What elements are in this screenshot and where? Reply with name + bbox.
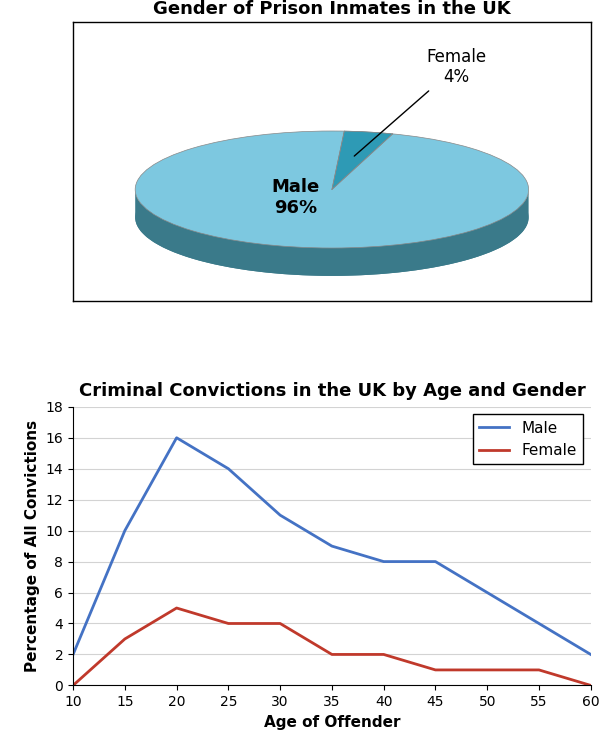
Female (587, 681, 594, 690)
Male (69, 650, 77, 659)
Female (225, 619, 232, 628)
Ellipse shape (135, 159, 529, 276)
Line: Male: Male (73, 438, 591, 654)
Male (432, 557, 439, 566)
Y-axis label: Percentage of All Convictions: Percentage of All Convictions (25, 420, 40, 672)
Text: Male
96%: Male 96% (272, 179, 320, 218)
Polygon shape (332, 131, 393, 189)
Legend: Male, Female: Male, Female (473, 414, 583, 464)
Male (587, 650, 594, 659)
Female (69, 681, 77, 690)
Female (535, 665, 543, 674)
Male (380, 557, 387, 566)
Female (432, 665, 439, 674)
Female (173, 603, 180, 612)
Female (276, 619, 284, 628)
Female (484, 665, 491, 674)
Female (121, 635, 128, 644)
Female (380, 650, 387, 659)
Male (535, 619, 543, 628)
Male (225, 464, 232, 473)
Line: Female: Female (73, 608, 591, 685)
Male (484, 588, 491, 597)
Male (173, 434, 180, 443)
Polygon shape (135, 189, 529, 276)
Male (276, 510, 284, 519)
X-axis label: Age of Offender: Age of Offender (264, 714, 400, 729)
Title: Gender of Prison Inmates in the UK: Gender of Prison Inmates in the UK (153, 0, 511, 18)
Ellipse shape (135, 131, 529, 248)
Male (328, 542, 336, 551)
Title: Criminal Convictions in the UK by Age and Gender: Criminal Convictions in the UK by Age an… (79, 381, 585, 400)
Male (121, 526, 128, 535)
Female (328, 650, 336, 659)
Text: Female
4%: Female 4% (354, 48, 486, 156)
